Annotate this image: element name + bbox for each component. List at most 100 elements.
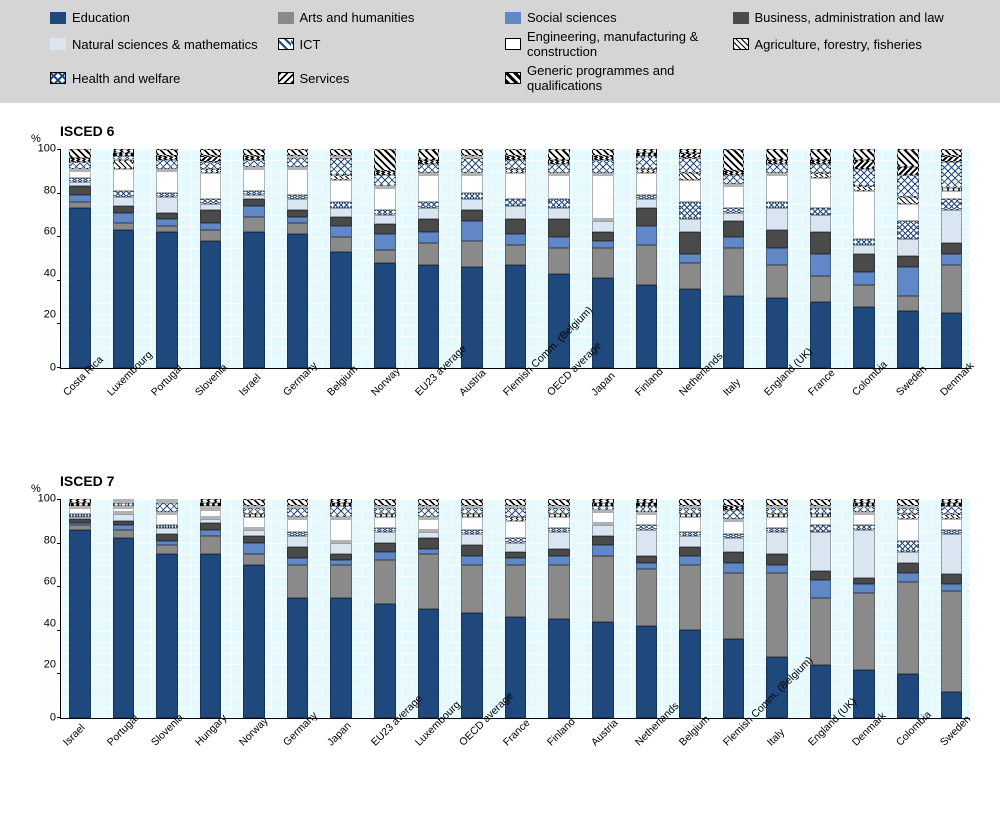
legend-item-agri: Agriculture, forestry, fisheries [733,29,951,59]
seg-natural [592,221,614,232]
seg-education [723,639,745,718]
seg-natural [113,197,135,206]
seg-education [156,232,178,368]
seg-ict [941,199,963,210]
seg-eng [330,519,352,541]
seg-natural [897,552,919,563]
seg-business [548,219,570,237]
seg-education [418,265,440,368]
seg-eng [156,514,178,525]
seg-eng [723,521,745,534]
y-tick: 80 [26,535,56,546]
seg-health [374,175,396,186]
seg-eng [330,180,352,202]
seg-education [287,234,309,368]
seg-education [679,630,701,718]
seg-social [418,232,440,243]
seg-eng [548,175,570,199]
seg-health [723,510,745,519]
seg-arts [287,223,309,234]
seg-social [374,552,396,561]
seg-eng [418,175,440,201]
legend-swatch-social [505,12,521,24]
seg-eng [897,204,919,222]
chart-title: ISCED 7 [60,473,970,489]
seg-eng [636,514,658,525]
seg-health [679,158,701,173]
y-axis: 100806040200 [26,149,56,368]
seg-arts [374,560,396,604]
seg-natural [330,208,352,217]
seg-ict [548,199,570,208]
seg-eng [766,175,788,201]
seg-business [853,254,875,272]
y-tick: 60 [26,577,56,588]
seg-social [461,556,483,565]
seg-generic [810,149,832,160]
seg-generic [548,149,570,160]
legend: EducationArts and humanitiesSocial scien… [0,0,1000,103]
seg-education [897,674,919,718]
seg-education [374,604,396,718]
bar-3 [200,499,222,718]
seg-arts [679,565,701,631]
legend-label: Agriculture, forestry, fisheries [755,37,922,52]
seg-arts [941,265,963,313]
seg-social [679,556,701,565]
seg-health [636,156,658,169]
bar-6 [330,149,352,368]
seg-health [766,164,788,173]
seg-ict [897,541,919,552]
seg-education [330,598,352,718]
chart-section-0: ISCED 6%100806040200Costa RicaLuxembourg… [0,103,1000,453]
seg-health [461,158,483,173]
seg-ict [679,202,701,220]
bar-6 [330,499,352,718]
seg-eng [461,175,483,193]
seg-business [505,219,527,234]
seg-health [592,160,614,173]
seg-education [548,619,570,718]
seg-business [679,547,701,556]
legend-item-education: Education [50,10,268,25]
seg-arts [461,565,483,613]
seg-business [723,221,745,236]
y-tick: 60 [26,227,56,238]
seg-natural [679,219,701,232]
seg-eng [200,173,222,199]
bar-7 [374,149,396,368]
seg-health [941,506,963,515]
bar-1 [113,149,135,368]
seg-education [766,298,788,368]
seg-arts [853,593,875,670]
seg-social [113,213,135,224]
seg-arts [548,565,570,620]
seg-health [548,164,570,173]
seg-generic [374,149,396,171]
seg-education [853,307,875,368]
seg-arts [723,248,745,296]
y-tick: 0 [26,362,56,373]
seg-eng [374,188,396,210]
bars-container [61,149,970,368]
seg-education [853,670,875,718]
seg-business [679,232,701,254]
seg-social [810,580,832,598]
seg-natural [374,215,396,224]
seg-business [897,563,919,574]
seg-natural [810,215,832,233]
seg-arts [418,243,440,265]
seg-arts [897,582,919,674]
bar-12 [592,149,614,368]
seg-ict [897,221,919,239]
seg-business [461,210,483,221]
legend-label: Natural sciences & mathematics [72,37,258,52]
seg-social [505,234,527,245]
seg-arts [330,237,352,252]
seg-social [243,543,265,554]
seg-social [592,545,614,556]
seg-generic [897,149,919,167]
seg-eng [810,178,832,209]
seg-natural [853,245,875,254]
seg-natural [548,532,570,550]
